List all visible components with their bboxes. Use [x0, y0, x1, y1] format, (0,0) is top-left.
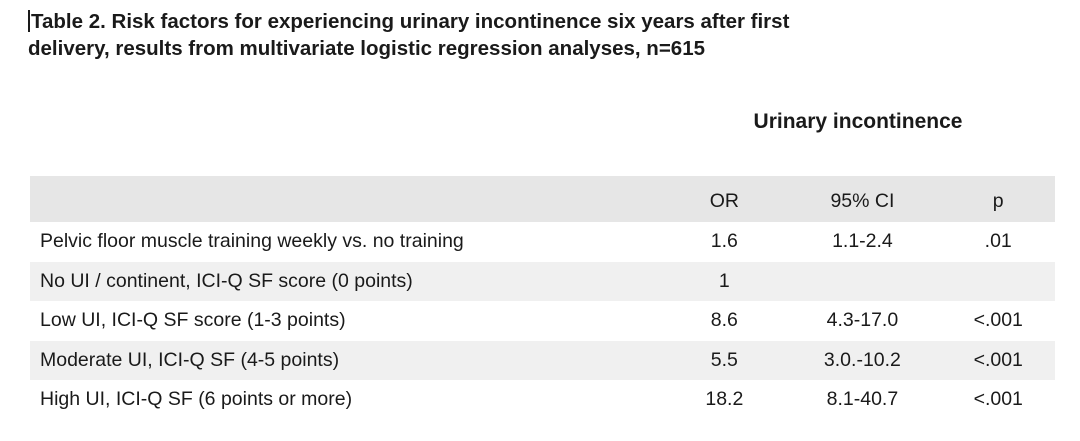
risk-factor-table: OR 95% CI p Pelvic floor muscle training…	[30, 176, 1055, 420]
cell-ci: 1.1-2.4	[832, 230, 893, 253]
cell-or: 5.5	[710, 348, 738, 371]
cell-p: <.001	[973, 348, 1023, 371]
table-row: No UI / continent, ICI-Q SF score (0 poi…	[30, 261, 1055, 302]
cell-or: 8.6	[710, 309, 738, 332]
table-row: Moderate UI, ICI-Q SF (4-5 points) 5.5 3…	[30, 340, 1055, 380]
header-p: p	[992, 189, 1004, 212]
caption-line-2: delivery, results from multivariate logi…	[28, 37, 705, 60]
header-or: OR	[709, 189, 739, 212]
cell-p: .01	[984, 230, 1012, 253]
cell-factor: Pelvic floor muscle training weekly vs. …	[40, 230, 464, 253]
caption-line-1: Table 2. Risk factors for experiencing u…	[31, 10, 790, 33]
table-row: Low UI, ICI-Q SF score (1-3 points) 8.6 …	[30, 301, 1055, 341]
header-ci: 95% CI	[830, 189, 895, 212]
table-caption: Table 2. Risk factors for experiencing u…	[28, 8, 1048, 62]
header-factor	[30, 176, 665, 222]
cell-p	[941, 262, 1055, 302]
table-header-row: OR 95% CI p	[30, 176, 1055, 222]
cell-ci	[783, 262, 941, 302]
column-group-header: Urinary incontinence	[753, 110, 963, 133]
cell-ci: 8.1-40.7	[826, 388, 899, 411]
cell-ci: 4.3-17.0	[826, 309, 899, 332]
cell-p: <.001	[973, 309, 1023, 332]
cell-factor: Moderate UI, ICI-Q SF (4-5 points)	[40, 348, 340, 371]
table-row: High UI, ICI-Q SF (6 points or more) 18.…	[30, 380, 1055, 420]
table-row: Pelvic floor muscle training weekly vs. …	[30, 222, 1055, 262]
cell-factor: No UI / continent, ICI-Q SF score (0 poi…	[40, 269, 413, 292]
cell-or: 1.6	[710, 230, 738, 253]
cell-factor: High UI, ICI-Q SF (6 points or more)	[40, 388, 353, 411]
cell-or: 1	[718, 269, 730, 292]
cell-p: <.001	[973, 388, 1023, 411]
cell-factor: Low UI, ICI-Q SF score (1-3 points)	[40, 309, 346, 332]
text-cursor	[28, 10, 30, 32]
cell-or: 18.2	[705, 388, 744, 411]
cell-ci: 3.0.-10.2	[823, 348, 901, 371]
